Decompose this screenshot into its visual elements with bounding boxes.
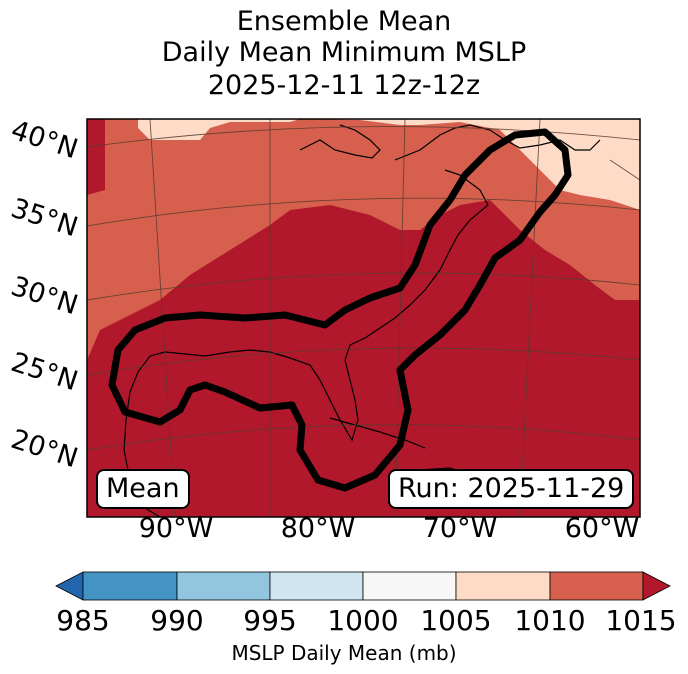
colorbar-bin-1010-1015 [549, 571, 644, 601]
mean-label: Mean [96, 469, 190, 509]
colorbar-tick-1010: 1010 [514, 604, 586, 637]
run-label: Run: 2025-11-29 [388, 469, 635, 509]
colorbar [55, 571, 671, 601]
title-line-3: 2025-12-11 12z-12z [207, 70, 481, 101]
colorbar-tick-1015: 1015 [605, 604, 677, 637]
colorbar-bin-985-990 [82, 571, 178, 601]
field-1005-1010-north [138, 119, 640, 210]
map-area [87, 119, 640, 517]
lon-label-90w: 90°W [138, 513, 214, 544]
lon-label-70w: 70°W [422, 513, 498, 544]
colorbar-tick-990: 990 [150, 604, 204, 637]
colorbar-bin-990-995 [176, 571, 271, 601]
colorbar-label: MSLP Daily Mean (mb) [231, 641, 457, 665]
colorbar-bin-1005-1010 [455, 571, 551, 601]
title-line-2: Daily Mean Minimum MSLP [161, 37, 527, 68]
lon-label-80w: 80°W [280, 513, 356, 544]
colorbar-tick-995: 995 [243, 604, 297, 637]
colorbar-under [55, 571, 84, 601]
title-line-1: Ensemble Mean [236, 6, 452, 37]
colorbar-tick-1000: 1000 [327, 604, 399, 637]
colorbar-over [642, 571, 671, 601]
colorbar-tick-985: 985 [56, 604, 110, 637]
colorbar-tick-1005: 1005 [420, 604, 492, 637]
colorbar-bin-1000-1005 [362, 571, 457, 601]
lon-label-60w: 60°W [564, 513, 640, 544]
contour-1015 [108, 128, 572, 492]
field-over-1015 [87, 119, 640, 517]
colorbar-bin-995-1000 [269, 571, 364, 601]
map-frame [86, 118, 641, 518]
